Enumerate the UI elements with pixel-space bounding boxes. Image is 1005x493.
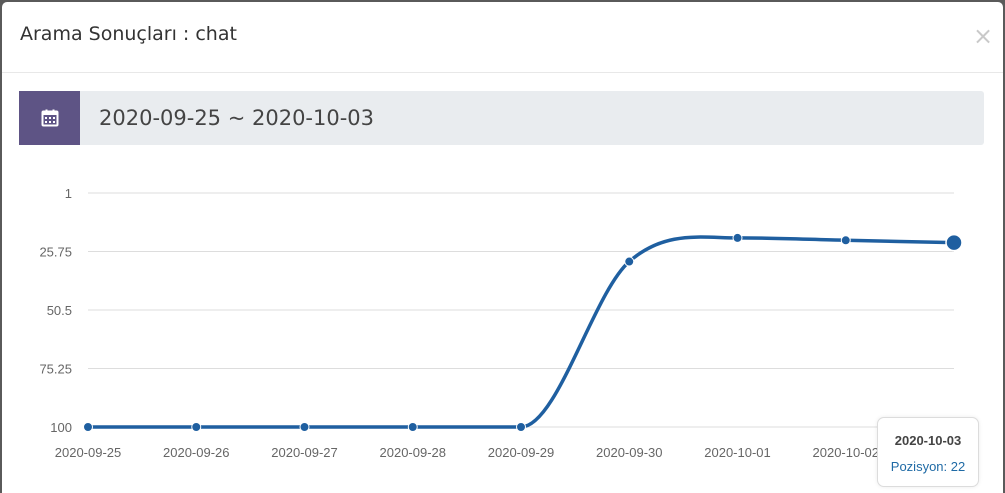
chart-grid bbox=[88, 192, 954, 428]
y-tick-label: 50.5 bbox=[47, 303, 72, 318]
x-tick-label: 2020-09-25 bbox=[55, 445, 122, 460]
x-tick-label: 2020-10-02 bbox=[813, 445, 880, 460]
modal-header: Arama Sonuçları : chat × bbox=[2, 2, 1003, 73]
data-point[interactable] bbox=[407, 422, 418, 432]
y-tick-label: 75.25 bbox=[39, 362, 72, 377]
data-point[interactable] bbox=[624, 256, 635, 267]
y-axis-ticks: 1 25.75 50.5 75.25 100 bbox=[39, 186, 72, 435]
calendar-button[interactable] bbox=[19, 91, 80, 145]
x-tick-label: 2020-09-27 bbox=[271, 445, 338, 460]
modal-title: Arama Sonuçları : chat bbox=[20, 23, 237, 45]
close-button[interactable]: × bbox=[973, 22, 994, 50]
x-tick-label: 2020-09-26 bbox=[163, 445, 230, 460]
x-axis-ticks: 2020-09-25 2020-09-26 2020-09-27 2020-09-28… bbox=[55, 445, 879, 460]
data-point[interactable] bbox=[732, 232, 743, 243]
tooltip-value: Pozisyon: 22 bbox=[890, 459, 966, 474]
y-tick-label: 25.75 bbox=[39, 245, 72, 260]
data-point[interactable] bbox=[516, 422, 526, 432]
series-points bbox=[83, 232, 963, 432]
x-tick-label: 2020-09-28 bbox=[380, 445, 447, 460]
x-tick-label: 2020-09-29 bbox=[488, 445, 555, 460]
data-point[interactable] bbox=[840, 235, 851, 246]
calendar-icon bbox=[41, 109, 58, 127]
data-point[interactable] bbox=[191, 422, 202, 432]
highlighted-data-point[interactable] bbox=[945, 233, 963, 252]
date-range-input[interactable] bbox=[80, 91, 984, 145]
chart-tooltip: 2020-10-03 Pozisyon: 22 bbox=[877, 417, 979, 487]
data-point[interactable] bbox=[299, 422, 310, 432]
x-tick-label: 2020-09-30 bbox=[596, 445, 663, 460]
date-range-picker bbox=[19, 91, 984, 145]
y-tick-label: 1 bbox=[65, 186, 72, 201]
data-point[interactable] bbox=[83, 422, 93, 432]
tooltip-date: 2020-10-03 bbox=[894, 433, 962, 448]
x-tick-label: 2020-10-01 bbox=[704, 445, 771, 460]
series-line bbox=[86, 235, 956, 429]
y-tick-label: 100 bbox=[50, 420, 72, 435]
position-chart: 1 25.75 50.5 75.25 100 2020-09-25 2020-09-26 2… bbox=[2, 162, 1003, 487]
